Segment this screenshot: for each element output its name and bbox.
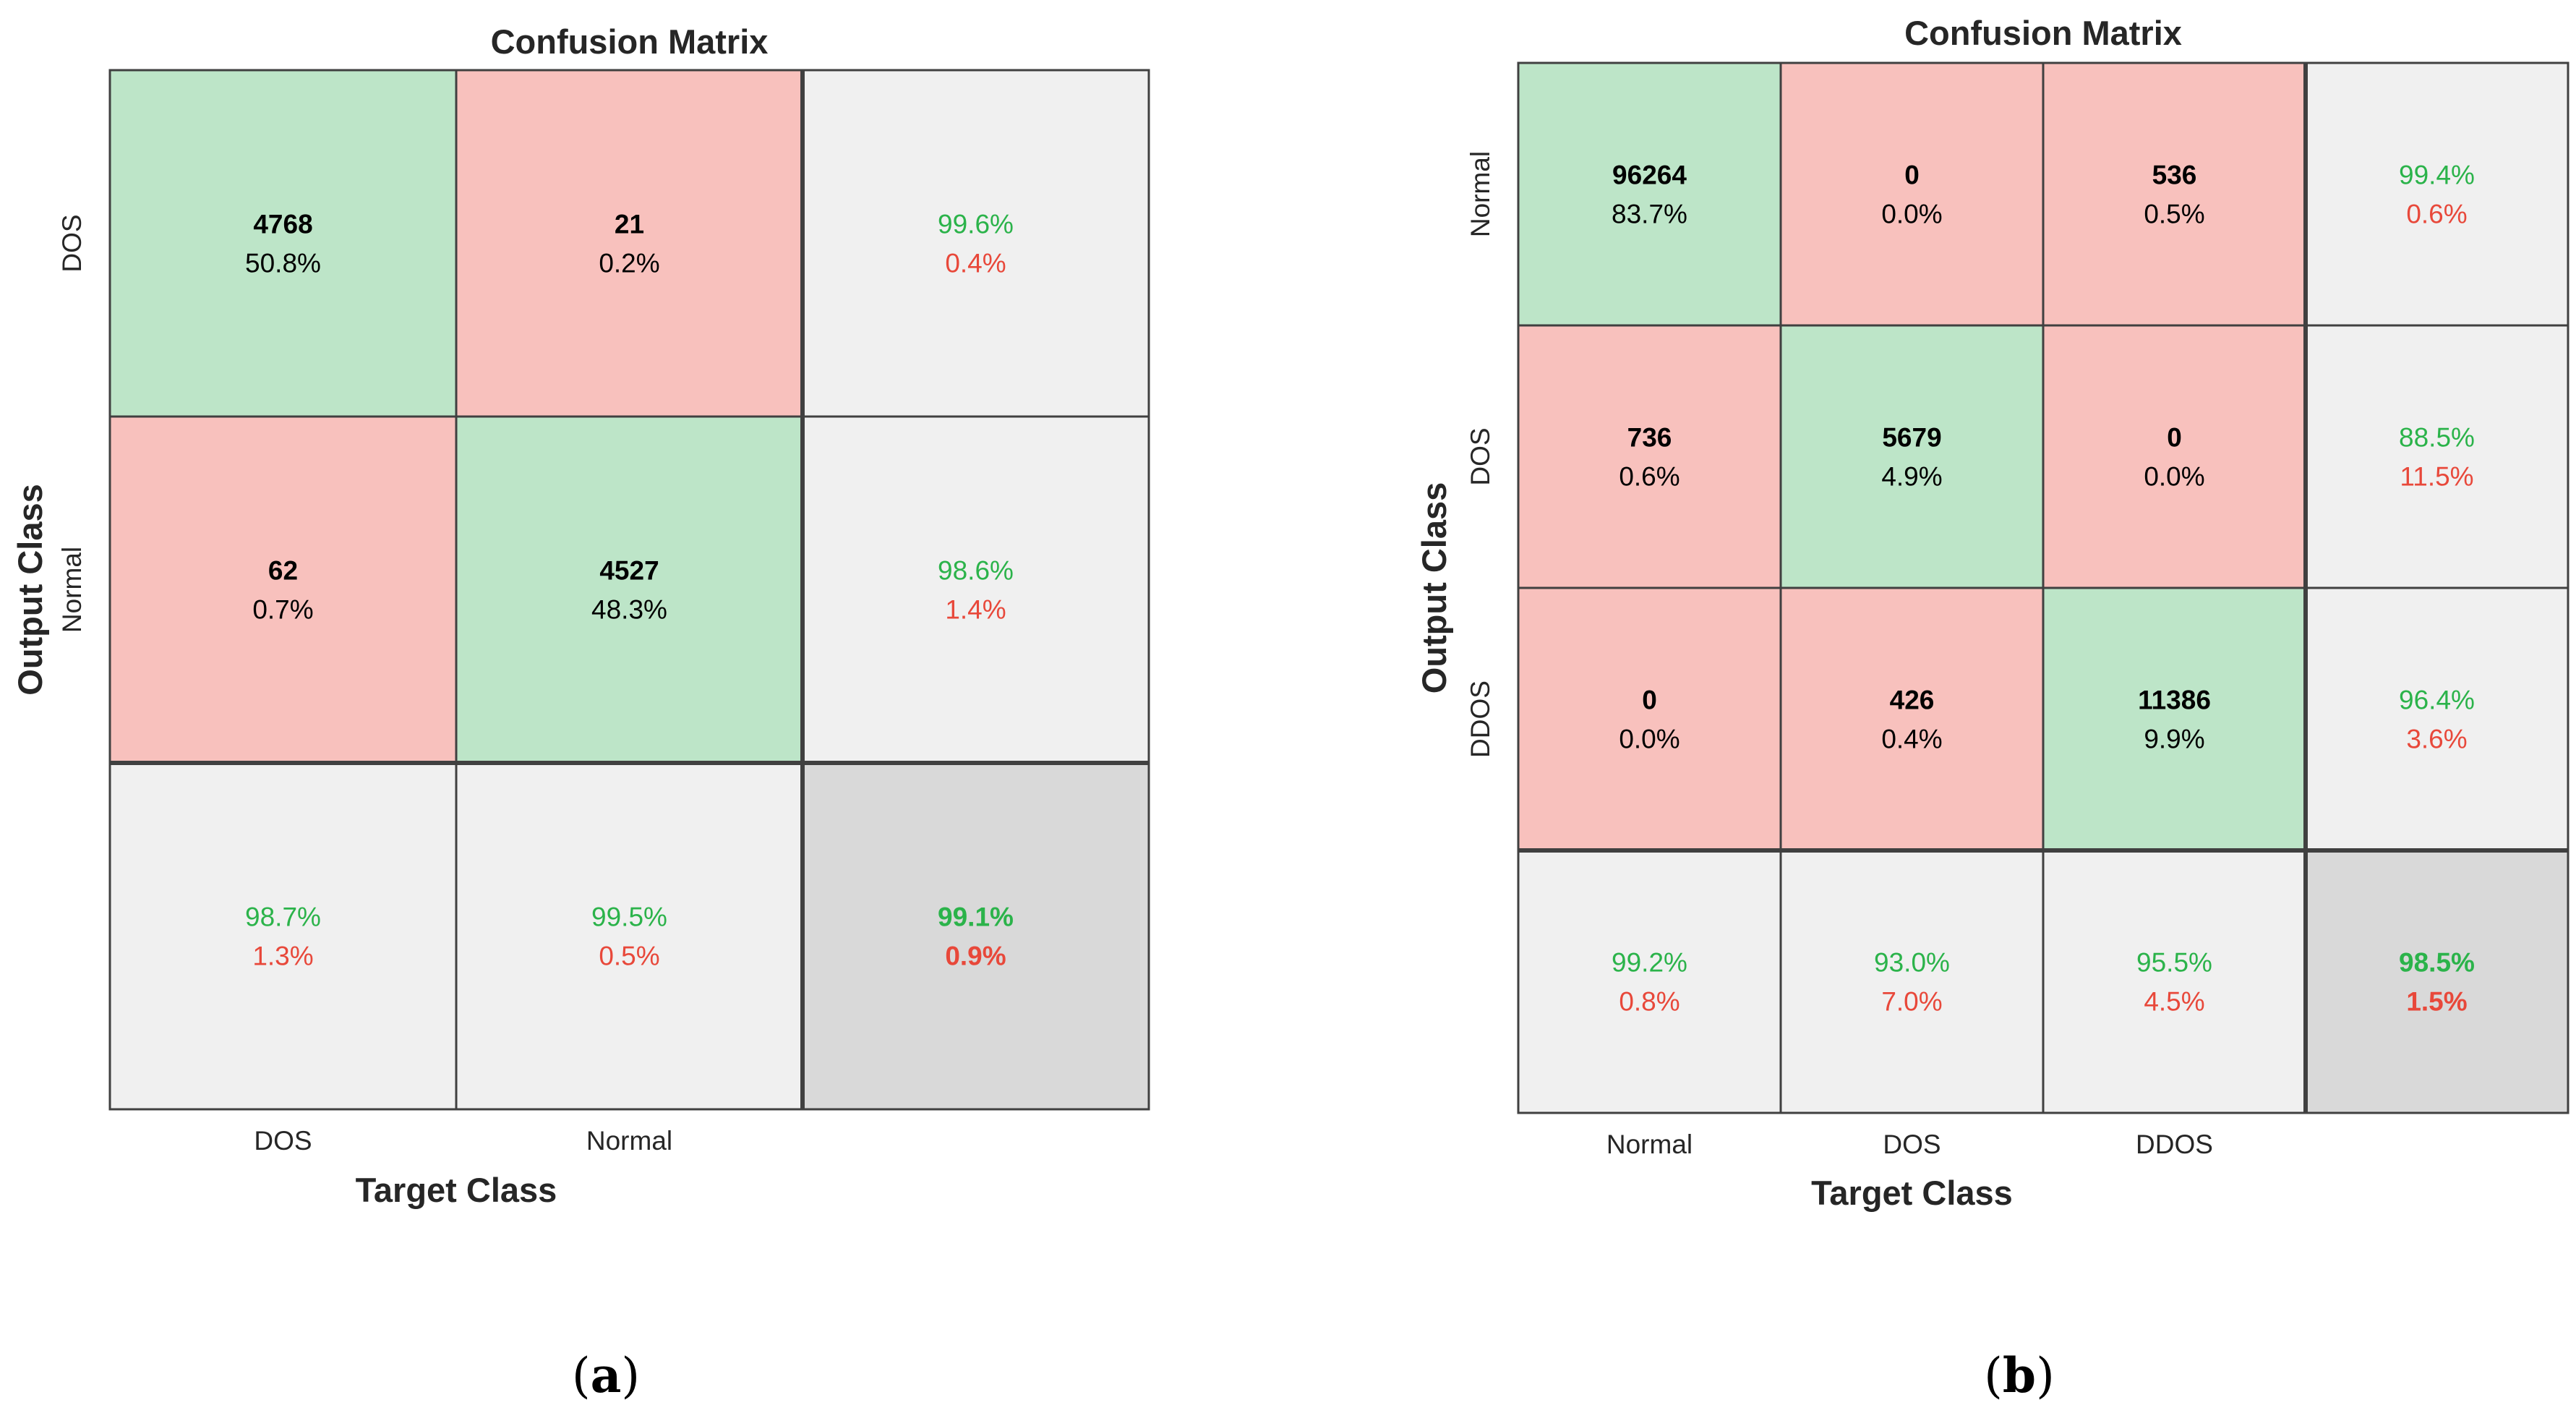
cell-percent: 0.6% (1619, 462, 1679, 492)
row-summary-cell (801, 69, 1150, 418)
row-summary-cell (2304, 586, 2569, 852)
cell-count: 536 (2152, 161, 2197, 190)
column-summary-cell (108, 761, 458, 1111)
cell-percent: 50.8% (245, 249, 321, 278)
cell-count: 0 (1904, 161, 1920, 190)
row-summary-cell (2304, 324, 2569, 589)
correct-rate: 99.5% (591, 902, 667, 932)
correct-rate: 99.4% (2399, 161, 2475, 190)
chart-title: Confusion Matrix (491, 22, 769, 61)
cell-percent: 4.9% (1881, 462, 1942, 492)
x-axis-title: Target Class (1811, 1174, 2013, 1212)
cell-percent: 0.7% (252, 595, 313, 625)
correct-cell (455, 415, 804, 764)
chart-title: Confusion Matrix (1904, 14, 2182, 52)
error-rate: 1.5% (2406, 987, 2467, 1017)
cell-count: 11386 (2138, 686, 2211, 715)
confusion-matrix-panel-a: Confusion Matrix 4768 50.8% 21 0.2% 99.6% 0.4%… (11, 22, 1150, 1404)
error-cell (2042, 324, 2307, 589)
correct-rate: 99.1% (938, 902, 1014, 932)
row-summary-cell (2304, 61, 2569, 327)
column-summary-cell (1779, 849, 2045, 1114)
panel-caption: (b) (1984, 1347, 2055, 1404)
confusion-matrix-panel-b: Confusion Matrix 96264 83.7% 0 0.0% 536 0.5% 99… (1415, 14, 2569, 1404)
row-summary-cell (801, 415, 1150, 764)
y-axis-title: Output Class (1415, 482, 1453, 693)
cell-percent: 9.9% (2144, 725, 2204, 754)
correct-rate: 88.5% (2399, 423, 2475, 453)
cell-count: 96264 (1612, 161, 1687, 190)
error-rate: 0.6% (2406, 200, 2467, 229)
correct-cell (1517, 61, 1782, 327)
correct-rate: 98.7% (245, 902, 321, 932)
target-class-tick: Normal (1606, 1130, 1693, 1159)
error-cell (108, 415, 458, 764)
cell-percent: 0.0% (1619, 725, 1679, 754)
error-cell (1779, 586, 2045, 852)
correct-cell (2042, 586, 2307, 852)
cell-percent: 48.3% (591, 595, 667, 625)
error-cell (1517, 586, 1782, 852)
error-cell (2042, 61, 2307, 327)
cell-percent: 83.7% (1612, 200, 1687, 229)
output-class-tick: DDOS (1465, 680, 1495, 758)
error-rate: 7.0% (1881, 987, 1942, 1017)
error-rate: 4.5% (2144, 987, 2204, 1017)
correct-rate: 93.0% (1874, 948, 1950, 978)
error-rate: 0.8% (1619, 987, 1679, 1017)
column-summary-cell (455, 761, 804, 1111)
overall-accuracy-cell (801, 761, 1150, 1111)
error-rate: 3.6% (2406, 725, 2467, 754)
cell-count: 21 (615, 210, 644, 239)
error-rate: 0.5% (599, 942, 659, 971)
cell-count: 0 (1642, 686, 1657, 715)
y-axis-title: Output Class (11, 484, 49, 695)
error-rate: 0.9% (945, 942, 1006, 971)
overall-accuracy-cell (2304, 849, 2569, 1114)
cell-count: 736 (1627, 423, 1672, 453)
correct-rate: 95.5% (2136, 948, 2212, 978)
correct-rate: 96.4% (2399, 686, 2475, 715)
output-class-tick: DOS (1465, 427, 1495, 485)
correct-cell (108, 69, 458, 418)
error-rate: 0.4% (945, 249, 1006, 278)
cell-percent: 0.4% (1881, 725, 1942, 754)
error-cell (455, 69, 804, 418)
target-class-tick: DOS (1883, 1130, 1940, 1159)
error-cell (1517, 324, 1782, 589)
correct-rate: 99.2% (1612, 948, 1687, 978)
cell-percent: 0.0% (1881, 200, 1942, 229)
target-class-tick: Normal (586, 1126, 672, 1156)
cell-count: 5679 (1882, 423, 1941, 453)
cell-percent: 0.0% (2144, 462, 2204, 492)
error-rate: 11.5% (2400, 462, 2473, 492)
cell-count: 4527 (599, 556, 659, 586)
correct-rate: 99.6% (938, 210, 1014, 239)
output-class-tick: Normal (57, 547, 87, 633)
correct-rate: 98.6% (938, 556, 1014, 586)
cell-count: 62 (268, 556, 298, 586)
error-rate: 1.3% (252, 942, 313, 971)
output-class-tick: DOS (57, 214, 87, 272)
column-summary-cell (2042, 849, 2307, 1114)
column-summary-cell (1517, 849, 1782, 1114)
cell-percent: 0.5% (2144, 200, 2204, 229)
target-class-tick: DDOS (2136, 1130, 2213, 1159)
cell-count: 426 (1890, 686, 1935, 715)
target-class-tick: DOS (254, 1126, 312, 1156)
panel-caption: (a) (572, 1347, 640, 1404)
correct-cell (1779, 324, 2045, 589)
error-cell (1779, 61, 2045, 327)
cell-count: 4768 (253, 210, 312, 239)
output-class-tick: Normal (1465, 151, 1495, 237)
cell-percent: 0.2% (599, 249, 659, 278)
x-axis-title: Target Class (356, 1171, 557, 1209)
error-rate: 1.4% (945, 595, 1006, 625)
cell-count: 0 (2167, 423, 2182, 453)
correct-rate: 98.5% (2399, 948, 2475, 978)
